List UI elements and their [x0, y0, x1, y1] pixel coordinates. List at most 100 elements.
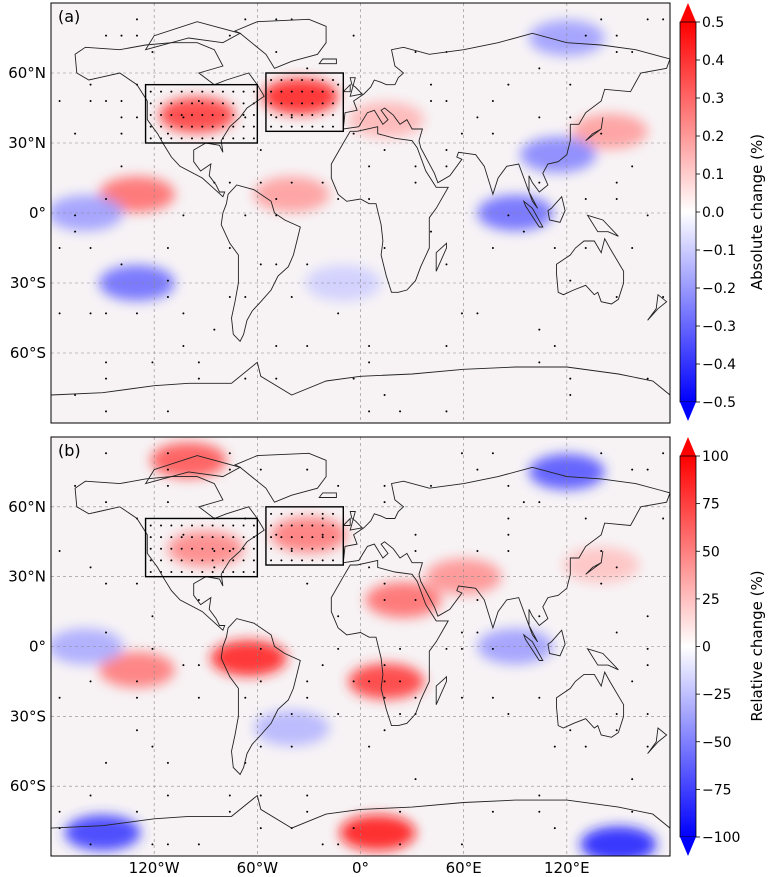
stipple-dot	[301, 512, 304, 515]
colorbar-a-bar	[679, 21, 697, 403]
stipple-dot	[321, 559, 324, 562]
stipple-dot	[201, 524, 204, 527]
lat-tick-label: 0°	[29, 204, 46, 222]
stipple-dot	[646, 214, 649, 217]
stipple-dot	[615, 51, 618, 53]
stipple-dot	[190, 536, 193, 539]
stipple-dot	[270, 536, 273, 539]
stipple-dot	[180, 536, 183, 539]
stipple-dot	[211, 114, 214, 116]
stipple-dot	[460, 132, 463, 135]
stipple-dot	[280, 102, 283, 105]
stipple-dot	[89, 566, 92, 569]
colorbar-tick-label: −25	[702, 687, 732, 703]
stipple-dot	[197, 664, 200, 667]
stipple-dot	[321, 125, 324, 128]
stipple-dot	[221, 114, 224, 116]
stipple-dot	[383, 582, 386, 585]
coastline	[330, 559, 449, 727]
stipple-dot	[89, 843, 92, 846]
stipple-dot	[290, 512, 293, 515]
lon-tick-label: 120°W	[129, 859, 180, 877]
stipple-dot	[244, 377, 247, 380]
stipple-dot	[275, 345, 278, 347]
stipple-dot	[306, 810, 309, 813]
coastline	[647, 727, 668, 754]
stipple-dot	[460, 843, 463, 846]
stipple-dot	[584, 745, 587, 748]
stipple-dot	[228, 550, 231, 553]
stipple-dot	[105, 377, 108, 380]
stipple-dot	[337, 615, 340, 618]
stipple-dot	[290, 547, 293, 550]
stipple-dot	[105, 198, 108, 200]
stipple-dot	[182, 345, 185, 347]
stipple-dot	[228, 181, 231, 184]
stipple-dot	[600, 582, 603, 585]
stipple-dot	[331, 125, 334, 128]
stipple-dot	[321, 79, 324, 81]
stipple-dot	[259, 647, 262, 650]
stipple-dot	[190, 559, 193, 562]
stipple-dot	[491, 247, 494, 249]
stipple-dot	[584, 198, 587, 200]
stipple-dot	[135, 696, 138, 699]
stipple-dot	[259, 827, 262, 830]
colorbar-b-bar	[679, 455, 697, 838]
stipple-dot	[538, 67, 541, 70]
coastline	[547, 195, 566, 223]
stipple-dot	[399, 680, 402, 683]
panel-a-label: (a)	[58, 7, 80, 26]
stipple-dot	[242, 547, 245, 550]
coastline	[342, 517, 351, 526]
stipple-dot	[460, 696, 463, 699]
stipple-dot	[244, 18, 247, 21]
stipple-dot	[213, 550, 216, 553]
stipple-dot	[232, 102, 235, 105]
stipple-dot	[600, 550, 603, 553]
stipple-dot	[58, 312, 61, 315]
stipple-dot	[631, 468, 634, 471]
stipple-dot	[631, 680, 634, 683]
stipple-dot	[507, 713, 510, 716]
stipple-dot	[275, 533, 278, 536]
stipple-dot	[491, 132, 494, 135]
stipple-dot	[337, 843, 340, 846]
stipple-dot	[149, 137, 152, 140]
stipple-dot	[399, 843, 402, 846]
stipple-dot	[166, 761, 169, 764]
coastline	[647, 293, 668, 321]
coastline	[342, 466, 670, 643]
stipple-dot	[507, 533, 510, 536]
stipple-dot	[160, 90, 163, 93]
stipple-dot	[368, 566, 371, 569]
anomaly-11	[64, 814, 141, 851]
stipple-dot	[58, 247, 61, 249]
stipple-dot	[615, 181, 618, 184]
stipple-dot	[180, 114, 183, 116]
colorbar-tick-label: 0.1	[702, 167, 724, 183]
stipple-dot	[331, 79, 334, 81]
panel-b-stippling	[58, 452, 665, 846]
stipple-dot	[290, 559, 293, 562]
stipple-dot	[201, 547, 204, 550]
stipple-dot	[507, 484, 510, 487]
stipple-dot	[414, 696, 417, 699]
stipple-dot	[383, 149, 386, 151]
stipple-dot	[553, 247, 556, 249]
stipple-dot	[445, 345, 448, 347]
stipple-dot	[232, 559, 235, 562]
colorbar-tick-label: −0.3	[702, 319, 736, 335]
stipple-dot	[414, 51, 417, 53]
stipple-dot	[383, 501, 386, 504]
stipple-dot	[151, 647, 154, 650]
stipple-dot	[553, 345, 556, 347]
stipple-dot	[135, 582, 138, 585]
stipple-dot	[252, 125, 255, 128]
stipple-dot	[89, 247, 92, 249]
stipple-dot	[242, 102, 245, 105]
stipple-dot	[476, 631, 479, 634]
stipple-dot	[414, 598, 417, 601]
coastline	[435, 675, 447, 705]
anomaly-7	[520, 136, 597, 173]
